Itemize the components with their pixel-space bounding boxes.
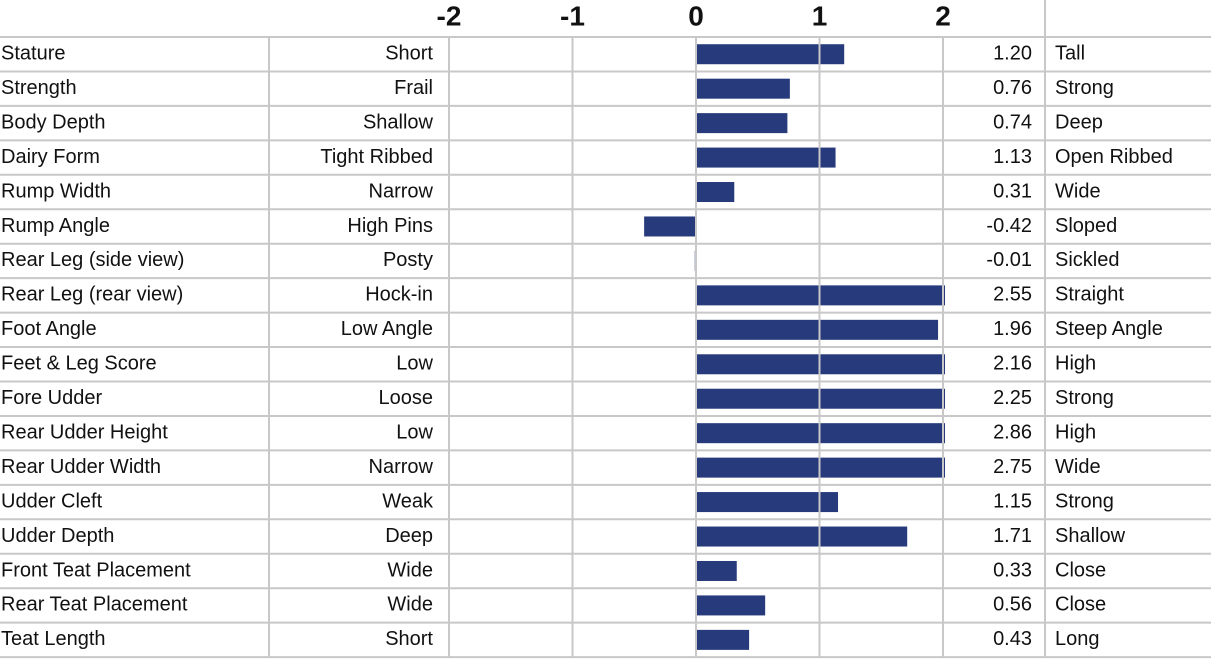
high-label: Tall xyxy=(1055,43,1085,65)
low-label: Narrow xyxy=(369,180,434,202)
bar xyxy=(696,526,908,547)
value-label: 0.56 xyxy=(993,594,1032,616)
bar xyxy=(696,319,939,340)
x-tick-label: -2 xyxy=(437,0,462,31)
high-label: Close xyxy=(1055,559,1106,581)
high-label: High xyxy=(1055,421,1096,443)
value-label: 0.31 xyxy=(993,180,1032,202)
high-label: Sloped xyxy=(1055,215,1117,237)
high-label: Wide xyxy=(1055,456,1101,478)
trait-name: Teat Length xyxy=(1,628,106,650)
x-tick-label: 2 xyxy=(935,0,951,31)
bar xyxy=(696,147,836,168)
value-label: 0.74 xyxy=(993,111,1032,133)
bar xyxy=(696,457,945,478)
trait-name: Rear Udder Width xyxy=(1,456,161,478)
high-label: Straight xyxy=(1055,284,1124,306)
high-label: Steep Angle xyxy=(1055,318,1163,340)
trait-name: Udder Depth xyxy=(1,525,114,547)
bar xyxy=(696,492,839,513)
high-label: Wide xyxy=(1055,180,1101,202)
x-tick-label: 1 xyxy=(812,0,828,31)
trait-name: Fore Udder xyxy=(1,387,102,409)
bar xyxy=(696,388,945,409)
bar xyxy=(696,113,788,134)
low-label: Shallow xyxy=(363,111,434,133)
trait-name: Rear Leg (rear view) xyxy=(1,284,183,306)
high-label: Close xyxy=(1055,594,1106,616)
trait-name: Rear Teat Placement xyxy=(1,594,188,616)
low-label: Tight Ribbed xyxy=(320,146,433,168)
bar xyxy=(696,595,766,616)
trait-name: Front Teat Placement xyxy=(1,559,191,581)
high-label: Strong xyxy=(1055,387,1114,409)
trait-name: Udder Cleft xyxy=(1,490,103,512)
value-label: 2.55 xyxy=(993,284,1032,306)
high-label: Open Ribbed xyxy=(1055,146,1173,168)
x-tick-label: 0 xyxy=(688,0,704,31)
trait-name: Rump Width xyxy=(1,180,111,202)
bar xyxy=(696,560,737,581)
low-label: Weak xyxy=(382,490,434,512)
high-label: Deep xyxy=(1055,111,1103,133)
low-label: Deep xyxy=(385,525,433,547)
low-label: Loose xyxy=(379,387,434,409)
low-label: Low xyxy=(396,421,433,443)
bar xyxy=(696,78,790,99)
value-label: 2.75 xyxy=(993,456,1032,478)
value-label: 1.96 xyxy=(993,318,1032,340)
low-label: Wide xyxy=(387,559,433,581)
trait-name: Dairy Form xyxy=(1,146,100,168)
high-label: Sickled xyxy=(1055,249,1119,271)
trait-name: Rear Udder Height xyxy=(1,421,168,443)
low-label: Low Angle xyxy=(341,318,433,340)
low-label: Low xyxy=(396,353,433,375)
bar xyxy=(696,285,945,306)
high-label: Strong xyxy=(1055,77,1114,99)
low-label: Wide xyxy=(387,594,433,616)
trait-name: Body Depth xyxy=(1,111,106,133)
trait-name: Strength xyxy=(1,77,77,99)
low-label: Posty xyxy=(383,249,433,271)
value-label: 0.76 xyxy=(993,77,1032,99)
high-label: High xyxy=(1055,353,1096,375)
bar xyxy=(696,182,735,203)
bar xyxy=(644,216,696,237)
value-label: 1.20 xyxy=(993,43,1032,65)
high-label: Long xyxy=(1055,628,1100,650)
low-label: Hock-in xyxy=(365,284,433,306)
value-label: 2.16 xyxy=(993,353,1032,375)
trait-name: Rump Angle xyxy=(1,215,110,237)
value-label: 1.15 xyxy=(993,490,1032,512)
high-label: Shallow xyxy=(1055,525,1126,547)
value-label: -0.01 xyxy=(986,249,1032,271)
value-label: 1.13 xyxy=(993,146,1032,168)
value-label: -0.42 xyxy=(986,215,1032,237)
bar xyxy=(696,629,750,650)
value-label: 0.43 xyxy=(993,628,1032,650)
trait-name: Rear Leg (side view) xyxy=(1,249,184,271)
value-label: 1.71 xyxy=(993,525,1032,547)
low-label: Narrow xyxy=(369,456,434,478)
trait-name: Foot Angle xyxy=(1,318,97,340)
low-label: Short xyxy=(385,628,433,650)
high-label: Strong xyxy=(1055,490,1114,512)
value-label: 0.33 xyxy=(993,559,1032,581)
low-label: Frail xyxy=(394,77,433,99)
trait-name: Feet & Leg Score xyxy=(1,353,157,375)
low-label: Short xyxy=(385,43,433,65)
bar xyxy=(696,354,945,375)
trait-name: Stature xyxy=(1,43,65,65)
low-label: High Pins xyxy=(347,215,433,237)
value-label: 2.25 xyxy=(993,387,1032,409)
x-tick-label: -1 xyxy=(560,0,585,31)
value-label: 2.86 xyxy=(993,421,1032,443)
bar xyxy=(696,44,845,65)
